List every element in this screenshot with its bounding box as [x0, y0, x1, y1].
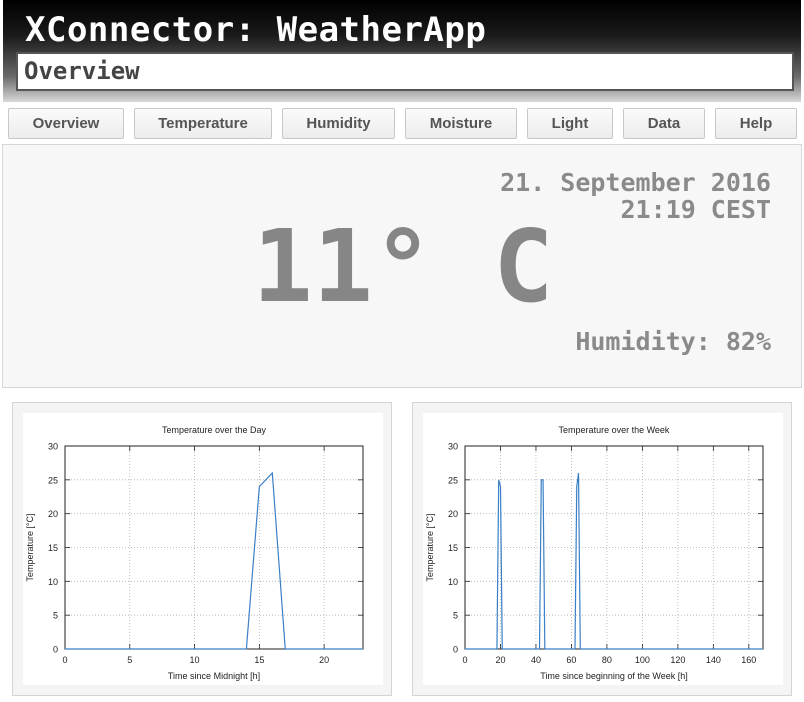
series-line-0 [65, 471, 363, 650]
x-tick-label: 40 [531, 655, 541, 665]
nav-help-button[interactable]: Help [715, 108, 797, 139]
y-tick-label: 25 [448, 475, 458, 485]
current-time: 21:19 CEST [620, 195, 771, 224]
x-tick-label: 20 [495, 655, 505, 665]
day-chart-panel: 0 5 10 15 20 25 30 0 5 10 15 20 Temperature over the… [12, 402, 392, 696]
nav-overview-button[interactable]: Overview [8, 108, 124, 139]
x-tick-label: 100 [635, 655, 650, 665]
chart-title: Temperature over the Week [559, 425, 670, 435]
x-tick-label: 120 [670, 655, 685, 665]
y-tick-label: 25 [48, 475, 58, 485]
x-tick-label: 10 [190, 655, 200, 665]
chart-background [23, 413, 383, 685]
x-tick-label: 160 [741, 655, 756, 665]
nav-moisture-button[interactable]: Moisture [405, 108, 517, 139]
y-tick-label: 0 [453, 645, 458, 655]
chart-background [423, 413, 783, 685]
y-tick-label: 20 [48, 509, 58, 519]
y-tick-label: 15 [448, 543, 458, 553]
current-date: 21. September 2016 [500, 168, 771, 197]
y-tick-label: 15 [48, 543, 58, 553]
current-page-field: Overview [16, 52, 794, 91]
y-tick-label: 5 [53, 611, 58, 621]
week-temperature-chart: 0 5 10 15 20 25 30 0 20 40 60 80 100 120 140 160 Tempera… [423, 413, 783, 685]
y-tick-label: 30 [48, 442, 58, 452]
x-tick-label: 5 [127, 655, 132, 665]
week-chart-panel: 0 5 10 15 20 25 30 0 20 40 60 80 100 120 140 160 Tempera… [412, 402, 792, 696]
overview-panel: 21. September 2016 21:19 CEST 11° C Humi… [2, 144, 802, 388]
x-tick-label: 0 [462, 655, 467, 665]
y-tick-label: 20 [448, 509, 458, 519]
x-tick-label: 20 [319, 655, 329, 665]
series-line-0 [465, 472, 763, 650]
y-tick-label: 5 [453, 611, 458, 621]
x-tick-label: 15 [254, 655, 264, 665]
x-tick-label: 60 [566, 655, 576, 665]
y-axis-label: Temperature [°C] [25, 513, 35, 581]
y-tick-label: 30 [448, 442, 458, 452]
chart-title: Temperature over the Day [162, 425, 267, 435]
current-temperature: 11° C [252, 208, 554, 325]
y-axis-label: Temperature [°C] [425, 513, 435, 581]
x-tick-label: 0 [62, 655, 67, 665]
nav-temperature-button[interactable]: Temperature [134, 108, 272, 139]
app-title: XConnector: WeatherApp [25, 10, 487, 50]
day-temperature-chart: 0 5 10 15 20 25 30 0 5 10 15 20 Temperature over the… [23, 413, 383, 685]
y-tick-label: 0 [53, 645, 58, 655]
nav-light-button[interactable]: Light [527, 108, 613, 139]
x-tick-label: 80 [602, 655, 612, 665]
y-tick-label: 10 [448, 577, 458, 587]
nav-humidity-button[interactable]: Humidity [282, 108, 395, 139]
x-tick-label: 140 [706, 655, 721, 665]
nav-data-button[interactable]: Data [623, 108, 705, 139]
y-tick-label: 10 [48, 577, 58, 587]
app-header: XConnector: WeatherApp Overview [3, 0, 801, 102]
current-humidity: Humidity: 82% [575, 327, 771, 356]
x-axis-label: Time since Midnight [h] [168, 671, 260, 681]
x-axis-label: Time since beginning of the Week [h] [540, 671, 688, 681]
